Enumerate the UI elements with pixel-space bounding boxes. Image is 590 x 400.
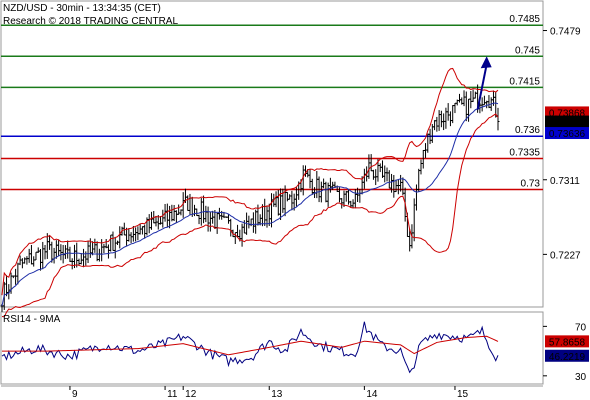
y-tick-label: 0.7479 [550,27,581,38]
rsi-y-tick-label: 70 [575,322,587,333]
rsi-layer [1,321,499,374]
moving-average-line [1,102,499,306]
forecast-arrow-shaft [476,64,488,110]
price-tag-label: 0.73765 [549,118,586,129]
price-tag-box [545,106,589,119]
x-tick-label: 15 [457,389,469,400]
main-price-layer: 0.7485 0.745 0.7415 0.736 0.7335 0.73 [0,14,543,318]
level-label: 0.7415 [509,76,540,87]
main-plot-frame [0,0,544,308]
x-tick-label: 13 [271,389,283,400]
rsi-plot-frame [0,311,544,385]
forecast-arrow-head [480,56,492,69]
rsi-y-tick-label: 30 [575,372,587,383]
level-label: 0.73 [521,179,541,190]
x-tick-label: 12 [185,389,197,400]
level-label: 0.745 [515,45,540,56]
rsi-value-tag-box [545,335,589,348]
price-tag-box [545,115,589,128]
rsi-ma-line [2,335,499,356]
rsi-value-tag-label: 46.2219 [549,352,586,363]
x-tick-label: 11 [167,389,178,400]
rsi-line [1,321,499,374]
chart-subtitle: Research © 2018 TRADING CENTRAL [3,16,178,27]
rsi-title: RSI14 - 9MA [3,314,61,325]
rsi-value-tag-label: 57.8658 [549,337,586,348]
price-tag-label: 0.73868 [549,108,586,119]
level-label: 0.7485 [509,14,540,25]
rsi-value-tag-box [545,349,589,362]
axis-layer: 0.74790.73110.72270.738680.737650.736367… [69,27,589,400]
price-tag-label: 0.73636 [549,129,586,140]
level-label: 0.7335 [509,147,540,158]
x-tick-label: 14 [366,389,378,400]
chart-title: NZD/USD - 30min - 13:34:35 (CET) [3,3,161,14]
level-label: 0.736 [515,125,540,136]
upper-band-line [1,67,499,296]
x-tick-label: 9 [72,389,78,400]
lower-band-line [1,113,499,318]
y-tick-label: 0.7227 [550,250,581,261]
price-tag-box [545,127,589,140]
y-tick-label: 0.7311 [550,176,580,187]
